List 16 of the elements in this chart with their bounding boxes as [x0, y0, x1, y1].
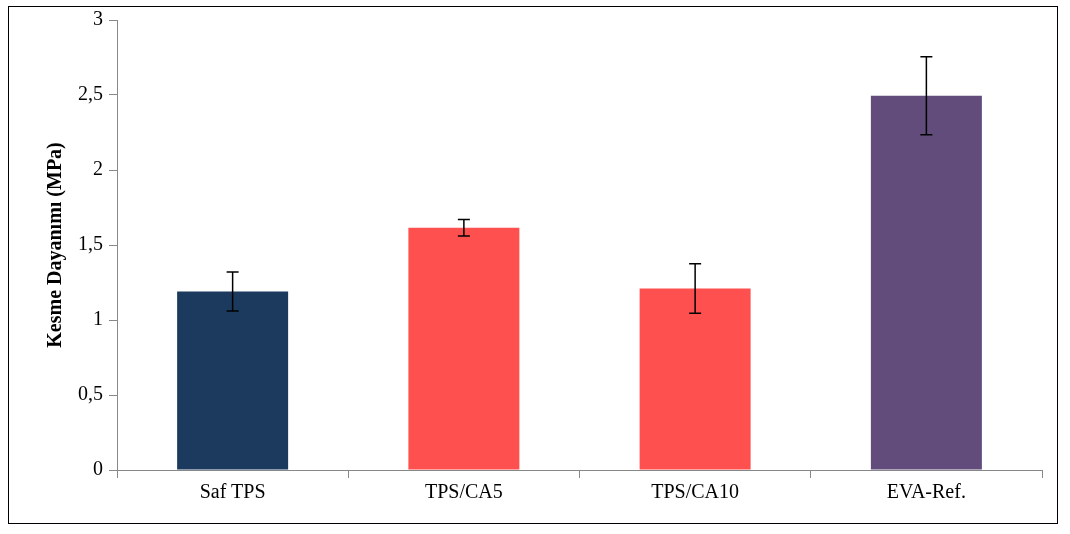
- bar: [639, 288, 751, 470]
- y-tick-label: 1: [93, 307, 103, 330]
- y-tick-label: 0: [93, 457, 103, 480]
- x-tick-label: EVA-Ref.: [886, 480, 966, 503]
- y-tick-label: 0,5: [78, 382, 103, 405]
- bar: [408, 227, 520, 470]
- y-tick-label: 2,5: [78, 82, 103, 105]
- bar: [177, 291, 289, 470]
- x-tick-label: Saf TPS: [199, 480, 266, 503]
- y-tick-label: 3: [93, 7, 103, 30]
- y-axis-title: Kesme Dayanımı (MPa): [43, 142, 67, 348]
- x-tick-label: TPS/CA5: [424, 480, 503, 503]
- y-tick-label: 1,5: [78, 232, 103, 255]
- x-tick-label: TPS/CA10: [651, 480, 740, 503]
- y-tick-label: 2: [93, 157, 103, 180]
- bar: [870, 95, 982, 470]
